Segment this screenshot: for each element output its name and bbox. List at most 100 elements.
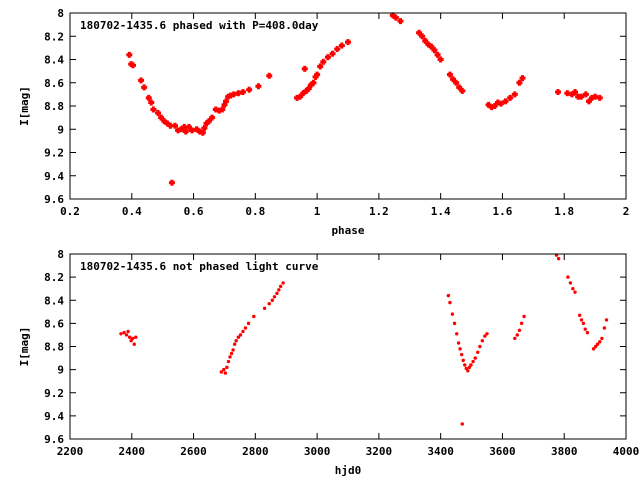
phased-data-point — [294, 94, 301, 101]
unphased-data-point — [594, 344, 598, 349]
phased-plot-title: 180702-1435.6 phased with P=408.0day — [80, 19, 319, 32]
unphased-data-point — [277, 288, 281, 292]
unphased-axis-ticks: 2200 2400 2600 2800 3000 3200 3400 3600 3800 4000… — [44, 248, 639, 458]
phased-data-point — [189, 127, 196, 134]
phased-data-point — [141, 84, 148, 91]
phased-x-tick-label: 1.8 — [554, 205, 574, 218]
phased-data-point — [488, 104, 495, 111]
unphased-data-point — [262, 306, 267, 311]
phased-x-tick-label: 1.4 — [431, 205, 451, 218]
phased-y-tick-label: 8.2 — [44, 30, 64, 43]
phased-data-point — [416, 29, 423, 36]
phased-x-tick-label: 1 — [314, 205, 321, 218]
phased-data-point — [168, 179, 175, 186]
unphased-data-point — [591, 347, 596, 351]
phased-data-point — [555, 89, 562, 96]
phased-data-point — [497, 100, 504, 107]
phased-y-tick-label: 8.6 — [44, 77, 64, 90]
phased-data-point — [568, 91, 575, 98]
phased-data-point — [227, 92, 234, 99]
phased-data-point — [201, 125, 208, 132]
unphased-data-point — [604, 318, 609, 322]
unphased-x-tick-label: 2200 — [57, 445, 84, 458]
phased-data-point — [564, 90, 571, 97]
unphased-y-tick-label: 8.4 — [44, 294, 64, 307]
unphased-data-point — [458, 347, 462, 351]
phased-data-point — [338, 42, 345, 49]
unphased-data-point — [600, 336, 604, 341]
unphased-data-point — [278, 284, 283, 289]
phased-data-point — [300, 90, 307, 97]
unphased-y-tick-label: 9.6 — [44, 433, 64, 446]
phased-data-point — [459, 87, 466, 94]
phased-data-point — [572, 89, 579, 96]
phased-data-point — [175, 127, 182, 134]
phased-data-point — [345, 39, 351, 46]
unphased-y-tick-label: 8.6 — [44, 317, 64, 330]
phased-data-point — [246, 86, 253, 93]
phased-data-point — [126, 51, 133, 58]
unphased-data-point — [456, 341, 461, 345]
phased-data-point — [266, 72, 273, 79]
phased-data-point — [216, 107, 223, 114]
unphased-data-point — [132, 342, 136, 346]
phased-x-tick-label: 0.2 — [60, 205, 80, 218]
unphased-data-point — [598, 340, 602, 344]
phased-data-point — [446, 71, 453, 78]
unphased-data-point — [252, 314, 256, 319]
phased-y-tick-label: 8 — [57, 7, 64, 20]
unphased-y-tick-label: 8.8 — [44, 341, 64, 354]
phased-data-point — [150, 106, 157, 113]
phased-data-point — [222, 98, 229, 105]
phased-y-tick-label: 9 — [57, 123, 64, 136]
unphased-data-point — [460, 422, 464, 426]
unphased-data-point — [446, 293, 451, 298]
phased-data-point — [158, 114, 165, 121]
phased-data-point — [130, 62, 137, 69]
unphased-data-point — [134, 335, 138, 339]
phased-data-point — [206, 118, 212, 125]
phased-y-tick-label: 8.4 — [44, 54, 64, 67]
phased-data-point — [329, 50, 336, 57]
unphased-data-point — [581, 321, 586, 326]
unphased-data-point — [126, 329, 130, 334]
phased-data-point — [425, 41, 432, 48]
unphased-data-point — [267, 302, 271, 306]
unphased-data-point — [241, 329, 245, 334]
unphased-x-tick-label: 3000 — [304, 445, 331, 458]
phased-y-tick-label: 8.8 — [44, 100, 64, 113]
unphased-data-point — [522, 314, 526, 319]
phased-data-point — [161, 118, 168, 125]
phased-data-point — [397, 18, 404, 25]
unphased-data-point — [455, 332, 459, 336]
unphased-y-axis-label: I[mag] — [18, 327, 31, 367]
phased-data-point — [185, 123, 192, 130]
phased-data-point — [582, 91, 589, 98]
unphased-data-point — [602, 326, 607, 330]
phased-data-point — [209, 114, 216, 121]
unphased-data-point — [238, 333, 243, 337]
unphased-data-point — [127, 335, 132, 339]
unphased-data-point — [243, 326, 248, 330]
unphased-data-point — [246, 321, 251, 326]
phased-x-tick-label: 0.8 — [245, 205, 265, 218]
unphased-data-point — [466, 369, 470, 373]
unphased-data-point — [463, 363, 467, 367]
unphased-x-tick-label: 4000 — [613, 445, 640, 458]
unphased-data-points — [119, 253, 609, 426]
phased-data-point — [434, 51, 441, 58]
unphased-data-point — [452, 321, 457, 326]
phased-data-point — [239, 89, 246, 96]
phased-data-point — [182, 128, 189, 135]
unphased-x-tick-label: 2800 — [242, 445, 269, 458]
unphased-data-point — [571, 286, 575, 291]
phased-data-point — [519, 75, 526, 82]
unphased-data-point — [476, 350, 480, 354]
phased-data-point — [592, 93, 599, 100]
unphased-data-point — [583, 327, 587, 331]
phased-data-point — [485, 101, 492, 108]
unphased-data-point — [270, 298, 275, 302]
unphased-data-point — [225, 365, 229, 370]
unphased-data-point — [272, 295, 277, 299]
